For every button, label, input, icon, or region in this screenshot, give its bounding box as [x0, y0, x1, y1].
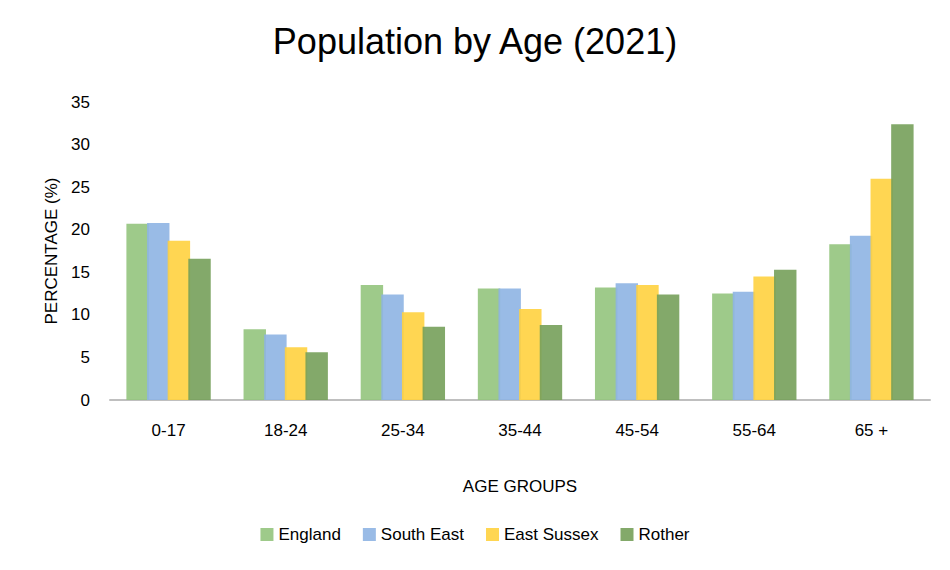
- svg-text:AGE GROUPS: AGE GROUPS: [463, 477, 577, 496]
- svg-text:45-54: 45-54: [615, 421, 658, 440]
- svg-text:55-64: 55-64: [733, 421, 776, 440]
- svg-text:South East: South East: [381, 525, 464, 544]
- svg-text:Population by Age (2021): Population by Age (2021): [273, 21, 677, 62]
- svg-text:30: 30: [71, 135, 90, 154]
- svg-text:0-17: 0-17: [152, 421, 186, 440]
- svg-text:25: 25: [71, 178, 90, 197]
- svg-text:18-24: 18-24: [264, 421, 307, 440]
- svg-text:East Sussex: East Sussex: [504, 525, 599, 544]
- svg-text:England: England: [278, 525, 340, 544]
- svg-text:35: 35: [71, 93, 90, 112]
- svg-text:0: 0: [81, 391, 90, 410]
- svg-text:Rother: Rother: [639, 525, 690, 544]
- svg-text:25-34: 25-34: [381, 421, 424, 440]
- svg-text:10: 10: [71, 305, 90, 324]
- svg-text:PERCENTAGE (%): PERCENTAGE (%): [42, 177, 61, 324]
- svg-text:35-44: 35-44: [498, 421, 541, 440]
- svg-text:20: 20: [71, 220, 90, 239]
- svg-text:65 +: 65 +: [855, 421, 889, 440]
- svg-text:5: 5: [81, 348, 90, 367]
- svg-text:15: 15: [71, 263, 90, 282]
